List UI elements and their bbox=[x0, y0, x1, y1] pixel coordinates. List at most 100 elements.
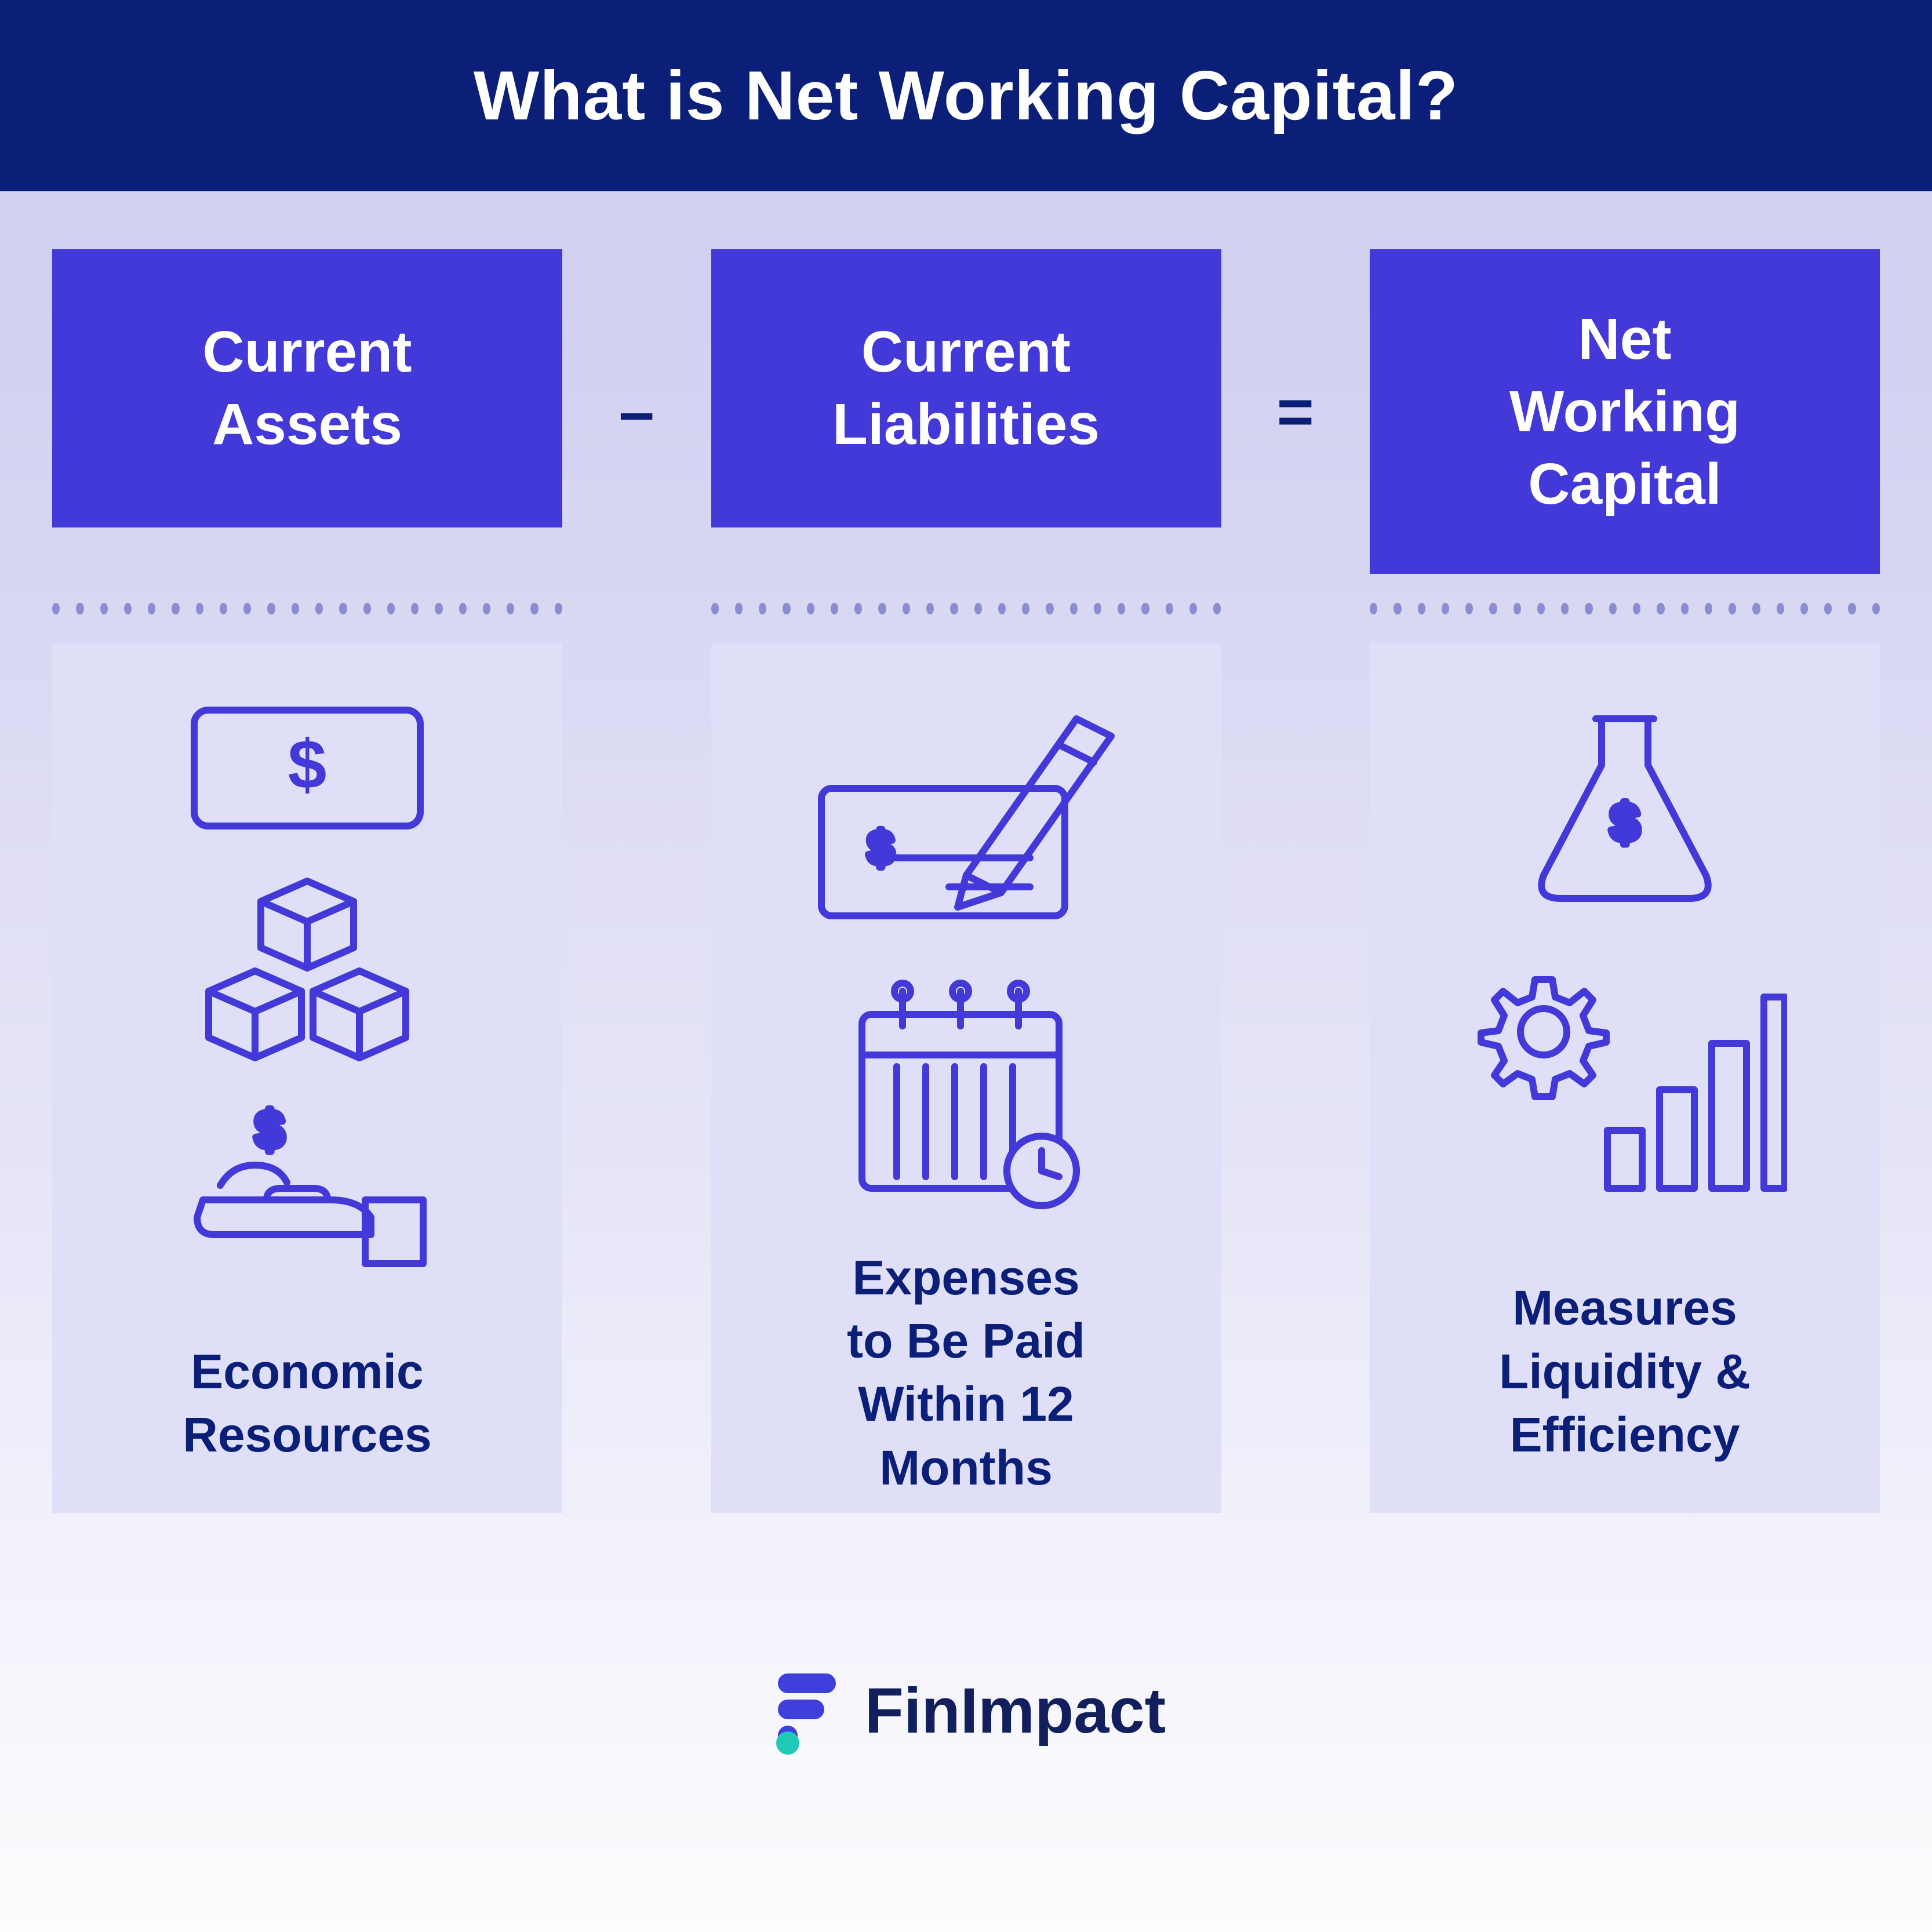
panel-nwc: $ MeasuresLi bbox=[1370, 643, 1880, 1513]
box-label: CurrentLiabilities bbox=[832, 316, 1100, 461]
separator-dot bbox=[1729, 603, 1736, 614]
separator-dot bbox=[315, 603, 323, 614]
separator-dot bbox=[1561, 603, 1569, 614]
operator-equals: = bbox=[1258, 375, 1333, 449]
calendar-clock-icon bbox=[839, 968, 1094, 1211]
separator-dot bbox=[220, 603, 227, 614]
equation-row: CurrentAssets – CurrentLiabilities = Net… bbox=[0, 191, 1932, 574]
operator-minus: – bbox=[599, 375, 674, 449]
separator-dot bbox=[363, 603, 371, 614]
dots-strip-3 bbox=[1370, 603, 1880, 614]
panel-assets-icons: $ $ bbox=[180, 701, 435, 1275]
separator-dot bbox=[1370, 603, 1377, 614]
separator-dot bbox=[267, 603, 275, 614]
separator-dot bbox=[124, 603, 132, 614]
separator-dot bbox=[1681, 603, 1689, 614]
dots-strip-2 bbox=[711, 603, 1221, 614]
svg-text:$: $ bbox=[1610, 794, 1639, 852]
box-label: NetWorkingCapital bbox=[1509, 303, 1740, 521]
separator-dot bbox=[1141, 603, 1149, 614]
header-bar: What is Net Working Capital? bbox=[0, 0, 1932, 191]
separator-dot bbox=[1848, 603, 1855, 614]
dollar-bill-icon: $ bbox=[185, 701, 429, 835]
separator-dot bbox=[1118, 603, 1125, 614]
brand-name: FinImpact bbox=[865, 1674, 1166, 1748]
separator-dot bbox=[1800, 603, 1808, 614]
separator-dot bbox=[1418, 603, 1425, 614]
separator-dot bbox=[387, 603, 395, 614]
separator-dot bbox=[854, 603, 862, 614]
dots-row bbox=[0, 574, 1932, 614]
separator-dot bbox=[100, 603, 108, 614]
panel-liabilities: $ bbox=[711, 643, 1221, 1513]
separator-dot bbox=[903, 603, 910, 614]
separator-dot bbox=[1046, 603, 1053, 614]
separator-dot bbox=[831, 603, 838, 614]
separator-dot bbox=[1705, 603, 1712, 614]
separator-dot bbox=[1777, 603, 1784, 614]
separator-dot bbox=[1824, 603, 1832, 614]
separator-dot bbox=[483, 603, 490, 614]
separator-dot bbox=[1872, 603, 1880, 614]
box-label: CurrentAssets bbox=[202, 316, 412, 461]
separator-dot bbox=[411, 603, 419, 614]
separator-dot bbox=[292, 603, 299, 614]
box-current-liabilities: CurrentLiabilities bbox=[711, 249, 1221, 527]
separator-dot bbox=[974, 603, 982, 614]
separator-dot bbox=[1585, 603, 1592, 614]
separator-dot bbox=[459, 603, 467, 614]
separator-dot bbox=[950, 603, 958, 614]
separator-dot bbox=[148, 603, 155, 614]
separator-dot bbox=[759, 603, 766, 614]
separator-dot bbox=[1094, 603, 1101, 614]
panels-row: $ $ bbox=[0, 614, 1932, 1513]
panel-nwc-icons: $ bbox=[1462, 701, 1787, 1200]
separator-dot bbox=[878, 603, 886, 614]
separator-dot bbox=[1070, 603, 1078, 614]
cubes-icon bbox=[185, 869, 429, 1067]
separator-dot bbox=[1657, 603, 1664, 614]
hand-coin-icon: $ bbox=[180, 1101, 435, 1275]
box-current-assets: CurrentAssets bbox=[52, 249, 562, 527]
flask-dollar-icon: $ bbox=[1509, 701, 1741, 910]
svg-text:$: $ bbox=[868, 822, 894, 874]
separator-dot bbox=[1752, 603, 1760, 614]
footer: FinImpact bbox=[0, 1513, 1932, 1932]
separator-dot bbox=[998, 603, 1006, 614]
separator-dot bbox=[1609, 603, 1617, 614]
separator-dot bbox=[1489, 603, 1497, 614]
separator-dot bbox=[196, 603, 203, 614]
separator-dot bbox=[926, 603, 934, 614]
infographic-canvas: What is Net Working Capital? CurrentAsse… bbox=[0, 0, 1932, 1932]
separator-dot bbox=[243, 603, 251, 614]
separator-dot bbox=[807, 603, 814, 614]
separator-dot bbox=[52, 603, 60, 614]
separator-dot bbox=[1166, 603, 1173, 614]
separator-dot bbox=[555, 603, 562, 614]
check-pen-icon: $ bbox=[804, 701, 1129, 933]
separator-dot bbox=[76, 603, 83, 614]
separator-dot bbox=[1189, 603, 1197, 614]
separator-dot bbox=[711, 603, 719, 614]
box-net-working-capital: NetWorkingCapital bbox=[1370, 249, 1880, 574]
separator-dot bbox=[435, 603, 442, 614]
panel-liabilities-caption: Expensesto Be PaidWithin 12Months bbox=[847, 1246, 1085, 1500]
separator-dot bbox=[1465, 603, 1473, 614]
separator-dot bbox=[1633, 603, 1640, 614]
gear-bars-icon bbox=[1462, 945, 1787, 1200]
panel-liabilities-icons: $ bbox=[804, 701, 1129, 1211]
separator-dot bbox=[1393, 603, 1401, 614]
separator-dot bbox=[339, 603, 347, 614]
separator-dot bbox=[783, 603, 790, 614]
box-nwc-wrap: NetWorkingCapital bbox=[1370, 249, 1880, 574]
separator-dot bbox=[530, 603, 538, 614]
svg-text:$: $ bbox=[255, 1101, 284, 1159]
panel-assets-caption: EconomicResources bbox=[183, 1340, 432, 1467]
dots-strip-1 bbox=[52, 603, 562, 614]
page-title: What is Net Working Capital? bbox=[474, 56, 1458, 136]
separator-dot bbox=[1513, 603, 1521, 614]
separator-dot bbox=[507, 603, 514, 614]
separator-dot bbox=[735, 603, 743, 614]
separator-dot bbox=[1537, 603, 1545, 614]
separator-dot bbox=[1442, 603, 1449, 614]
